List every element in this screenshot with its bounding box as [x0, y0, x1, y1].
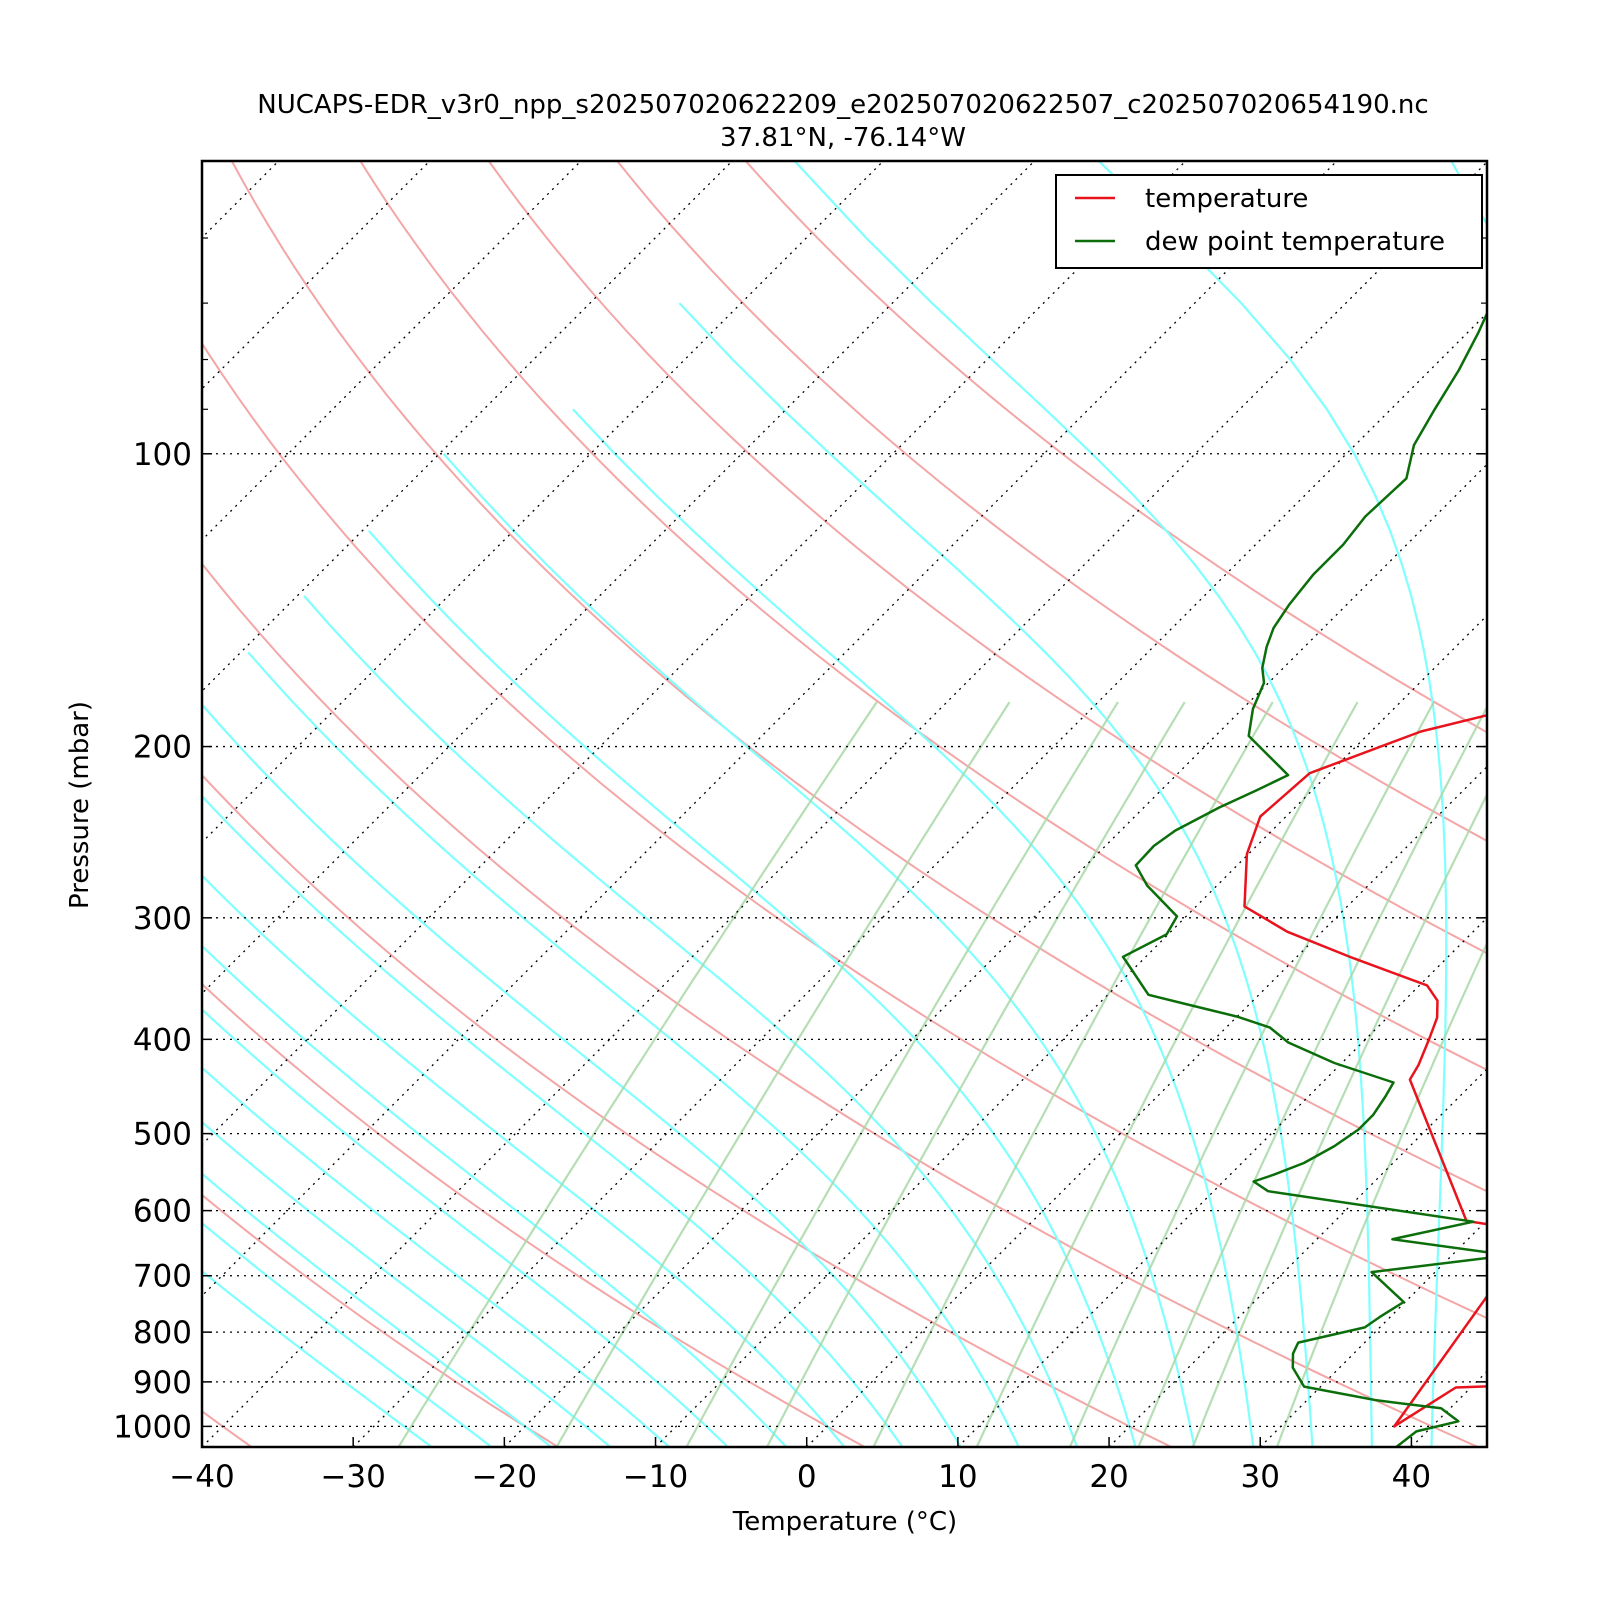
mixing-ratio-line	[874, 702, 1273, 1447]
chart-subtitle: 37.81°N, -76.14°W	[720, 123, 966, 153]
moist-adiabat	[0, 918, 610, 1447]
y-tick-label: 400	[133, 1022, 192, 1058]
x-tick-label: 0	[797, 1459, 817, 1495]
chart-title: NUCAPS-EDR_v3r0_npp_s202507020622209_e20…	[257, 90, 1428, 120]
moist-adiabat	[248, 652, 1019, 1447]
moist-adiabat	[0, 995, 432, 1447]
axis-labels: Temperature (°C) Pressure (mbar)	[65, 701, 957, 1537]
isotherm	[656, 161, 1600, 1447]
dry-adiabat	[489, 161, 1600, 1447]
moist-adiabat	[0, 945, 551, 1447]
x-tick-label: 20	[1089, 1459, 1128, 1495]
dry-adiabat	[103, 161, 1600, 1447]
y-tick-label: 700	[133, 1259, 192, 1295]
dry-adiabat	[0, 161, 252, 1447]
y-tick-label: 1000	[113, 1409, 192, 1445]
legend-label-dewpoint: dew point temperature	[1145, 227, 1445, 257]
y-tick-label: 200	[133, 730, 192, 766]
dry-adiabat	[746, 161, 1600, 1447]
legend-label-temperature: temperature	[1145, 184, 1308, 214]
x-tick-label: 10	[938, 1459, 977, 1495]
y-tick-label: 800	[133, 1315, 192, 1351]
background-lines	[0, 161, 1600, 1447]
x-tick-label: −20	[472, 1459, 537, 1495]
temperature-line	[1245, 169, 1600, 1426]
isotherm	[958, 161, 1600, 1447]
y-tick-label: 100	[133, 437, 192, 473]
dry-adiabat	[0, 161, 1171, 1447]
isotherm	[0, 161, 883, 1447]
mixing-ratio-line	[687, 702, 1118, 1447]
moist-adiabat	[119, 787, 844, 1447]
dewpoint-line	[1123, 161, 1561, 1447]
moist-adiabat	[200, 702, 961, 1447]
title-group: NUCAPS-EDR_v3r0_npp_s202507020622209_e20…	[257, 90, 1428, 153]
y-tick-label: 900	[133, 1365, 192, 1401]
isotherm	[0, 161, 127, 1447]
isotherm	[1563, 161, 1600, 1447]
moist-adiabat	[157, 747, 902, 1447]
dry-adiabat	[617, 161, 1600, 1447]
isotherm	[807, 161, 1600, 1447]
x-tick-label: 30	[1241, 1459, 1280, 1495]
moist-adiabat	[304, 596, 1077, 1447]
series-lines	[1123, 161, 1600, 1447]
y-tick-label: 500	[133, 1117, 192, 1153]
mixing-ratio-line	[1070, 702, 1434, 1447]
isotherm	[0, 161, 732, 1447]
isotherm	[0, 161, 1186, 1447]
dry-adiabat	[0, 161, 865, 1447]
dry-adiabat	[0, 161, 1478, 1447]
x-tick-label: −30	[320, 1459, 385, 1495]
isotherm	[1411, 161, 1600, 1447]
mixing-ratio-line	[977, 702, 1358, 1447]
dry-adiabat	[232, 161, 1600, 1447]
y-axis-label: Pressure (mbar)	[65, 701, 95, 909]
x-tick-label: −10	[623, 1459, 688, 1495]
y-tick-label: 300	[133, 901, 192, 937]
mixing-ratio-line	[1193, 702, 1534, 1447]
isotherm	[0, 161, 279, 1447]
y-tick-label: 600	[133, 1194, 192, 1230]
isotherm	[353, 161, 1600, 1447]
isotherm	[1260, 161, 1600, 1447]
x-axis-label: Temperature (°C)	[732, 1507, 957, 1537]
x-tick-label: −40	[169, 1459, 234, 1495]
legend: temperature dew point temperature	[1056, 175, 1482, 268]
x-tick-label: 40	[1392, 1459, 1431, 1495]
moist-adiabat	[573, 409, 1253, 1447]
